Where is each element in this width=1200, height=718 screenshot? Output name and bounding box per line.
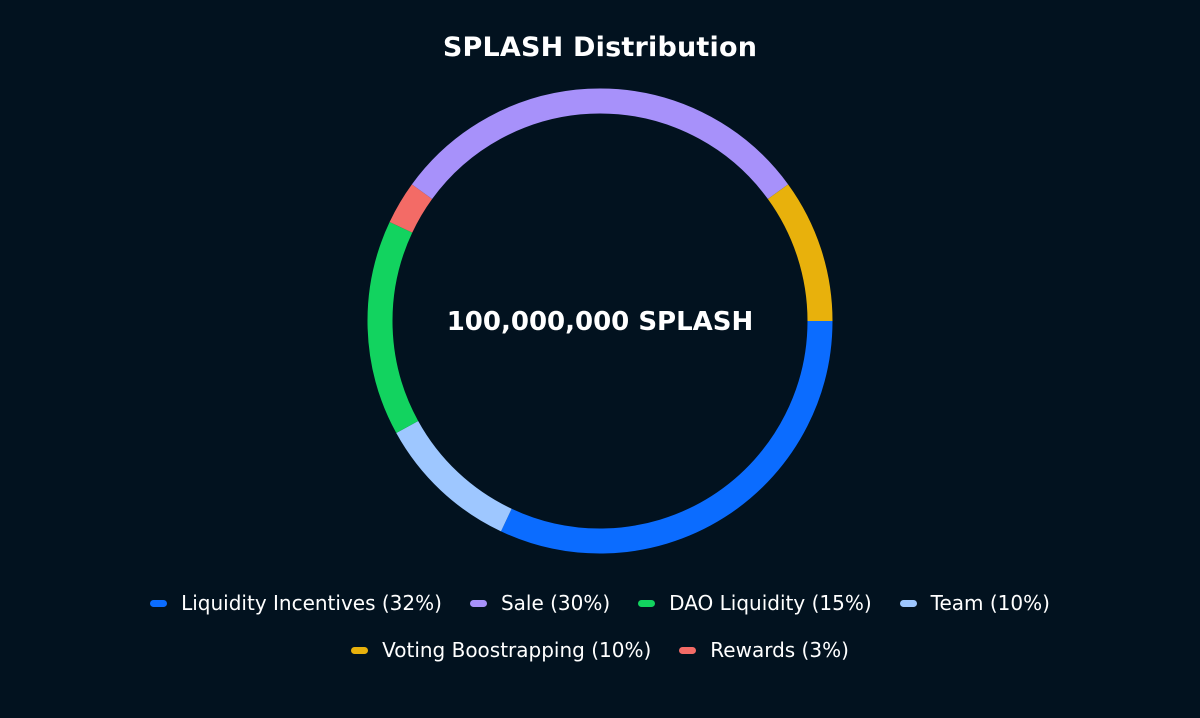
donut-slice-sale: [411, 88, 789, 200]
legend-swatch: [351, 646, 369, 654]
legend-label: Liquidity Incentives (32%): [181, 591, 442, 615]
legend-label: Team (10%): [930, 591, 1050, 615]
legend-swatch: [638, 599, 656, 607]
legend-label: Rewards (3%): [710, 638, 849, 662]
legend-item-dao-liquidity: DAO Liquidity (15%): [638, 591, 872, 615]
legend-label: DAO Liquidity (15%): [669, 591, 872, 615]
donut-slice-dao-liquidity: [367, 222, 419, 434]
legend-row-1: Liquidity Incentives (32%) Sale (30%) DAO …: [0, 591, 1200, 615]
legend-item-liquidity-incentives: Liquidity Incentives (32%): [150, 591, 442, 615]
legend-swatch: [469, 599, 487, 607]
legend-item-rewards: Rewards (3%): [679, 638, 849, 662]
legend-item-voting-boostrapping: Voting Boostrapping (10%): [351, 638, 651, 662]
donut-slice-liquidity-incentives: [501, 320, 833, 554]
legend-swatch: [150, 599, 168, 607]
donut-slice-voting-boostrapping: [767, 184, 833, 322]
legend-label: Sale (30%): [500, 591, 611, 615]
legend-item-sale: Sale (30%): [469, 591, 611, 615]
legend-label: Voting Boostrapping (10%): [382, 638, 652, 662]
legend-swatch: [899, 599, 917, 607]
chart-title: SPLASH Distribution: [442, 32, 758, 63]
donut-slice-team: [396, 420, 512, 532]
center-total-label: 100,000,000 SPLASH: [446, 307, 754, 337]
donut-slice-rewards: [389, 184, 433, 233]
legend-row-2: Voting Boostrapping (10%) Rewards (3%): [0, 638, 1200, 662]
legend-swatch: [679, 646, 697, 654]
legend-item-team: Team (10%): [899, 591, 1050, 615]
